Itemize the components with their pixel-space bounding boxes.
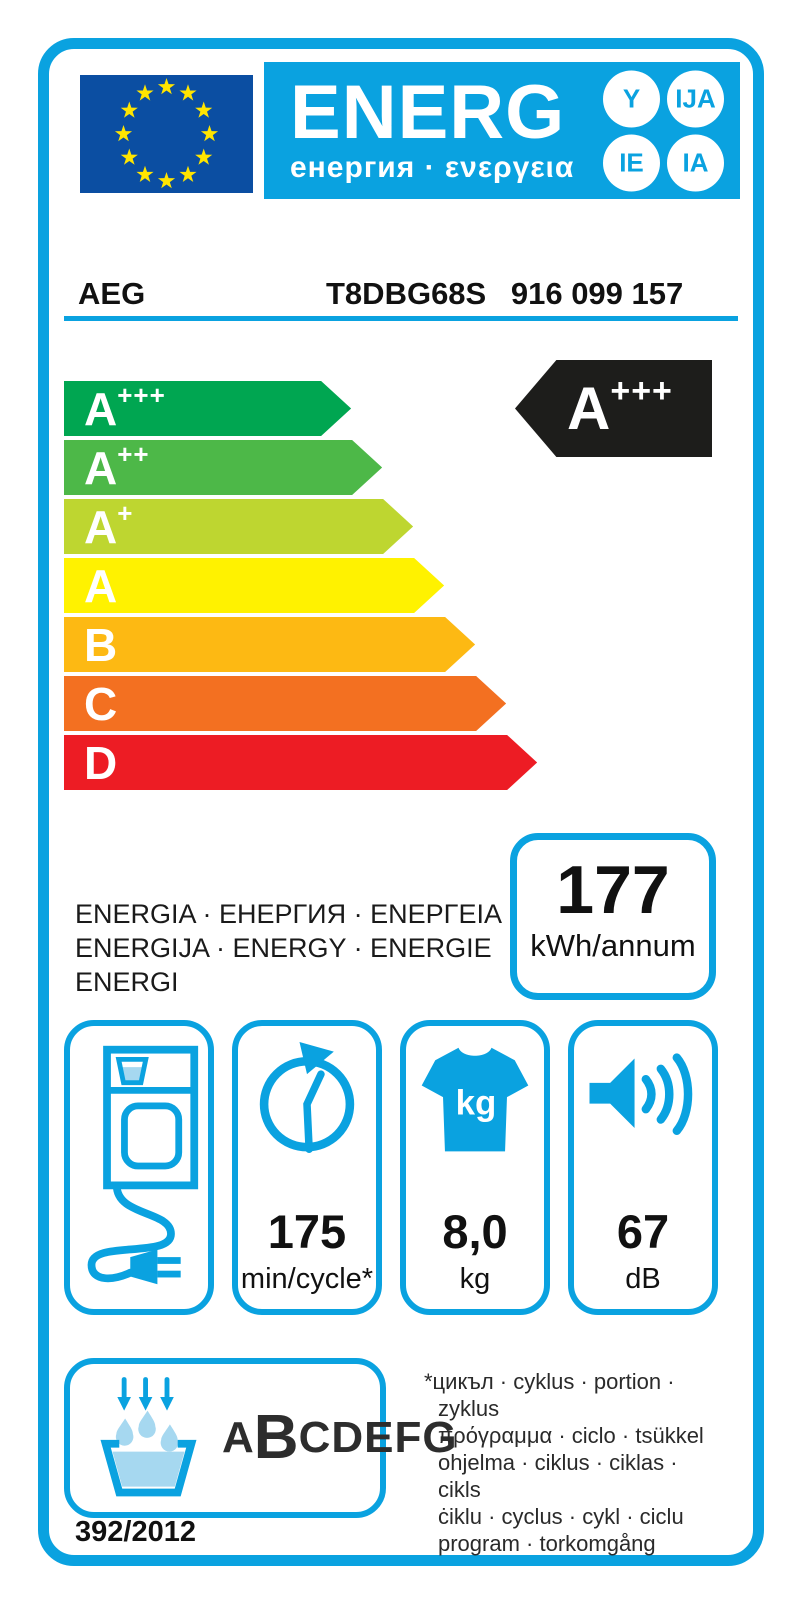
rating-bar-label: B xyxy=(84,618,118,671)
energ-word: ENERG xyxy=(290,69,566,155)
languages-line-3: ENERGI xyxy=(75,967,179,997)
rating-bar-label: A++ xyxy=(84,439,150,494)
rating-bar-C: C xyxy=(64,676,506,731)
suffix-circle-ia: IA xyxy=(667,134,724,191)
capacity-box: kg 8,0 kg xyxy=(400,1020,550,1315)
rating-bar-B: B xyxy=(64,617,475,672)
capacity-value: 8,0 xyxy=(442,1205,508,1258)
tumble-dryer-plug-icon xyxy=(70,1038,208,1298)
eu-flag-icon xyxy=(80,75,253,193)
condensation-class-box: A B CDEFG xyxy=(64,1358,457,1518)
current-rating-letter: A xyxy=(567,374,611,442)
energ-subtitle: енергия · ενεργεια xyxy=(290,150,575,184)
condensation-icon xyxy=(92,1373,204,1504)
suffix-circle-ie: IE xyxy=(603,134,660,191)
language-suffix-circles: Y IJA IE IA xyxy=(603,70,724,191)
noise-speaker-icon xyxy=(574,1042,712,1192)
current-rating-sup: +++ xyxy=(610,371,673,410)
rating-bar-label: C xyxy=(84,677,118,730)
rating-scale: A+++ A++ A+ A B C D xyxy=(64,381,738,790)
rating-bar-A++: A++ xyxy=(64,440,382,495)
footnote-line-3: ohjelma · ciklus · ciklas · cikls xyxy=(438,1450,678,1502)
annual-energy-unit: kWh/annum xyxy=(530,928,696,963)
footnote-line-1: *цикъл · cyklus · portion · zyklus xyxy=(424,1369,675,1421)
brand-underline xyxy=(64,316,738,321)
footnote-line-2: πρόγραμμα · ciclo · tsükkel xyxy=(438,1423,704,1448)
regulation-number: 392/2012 xyxy=(75,1516,196,1548)
current-rating-arrow: A+++ xyxy=(515,360,712,457)
cycle-duration-value: 175 xyxy=(267,1205,347,1258)
cycle-duration-unit: min/cycle* xyxy=(240,1263,374,1295)
cycle-duration-box: 175 min/cycle* xyxy=(232,1020,382,1315)
dryer-type-box xyxy=(64,1020,214,1315)
label-outer-border xyxy=(38,38,764,1566)
suffix-circle-y: Y xyxy=(603,70,660,127)
annual-energy-box: 177 kWh/annum xyxy=(510,833,716,1000)
condensation-letters-prefix: A xyxy=(222,1413,254,1462)
cycle-footnote: *цикъл · cyklus · portion · zyklus πρόγρ… xyxy=(424,1368,724,1557)
rating-bar-A: A xyxy=(64,558,444,613)
rating-bar-label: A+++ xyxy=(84,380,166,435)
rating-bar-label: A xyxy=(84,559,118,612)
capacity-unit: kg xyxy=(459,1263,491,1295)
brand-name: AEG xyxy=(78,276,146,311)
noise-value: 67 xyxy=(616,1205,670,1258)
rating-bar-A+++: A+++ xyxy=(64,381,351,436)
rating-bar-label: D xyxy=(84,736,118,789)
brand-model-row: AEG T8DBG68S 916 099 157 xyxy=(64,276,738,316)
footnote-line-5: program · torkomgång xyxy=(438,1531,656,1556)
capacity-tshirt-icon: kg xyxy=(406,1042,544,1192)
energy-word-languages: ENERGIA · ЕНЕРГИЯ · ENEPΓEIA ENERGIJA · … xyxy=(75,897,502,999)
noise-unit: dB xyxy=(625,1263,661,1295)
product-code: 916 099 157 xyxy=(510,276,684,311)
energ-logo-band: ENERG енергия · ενεργεια Y IJA IE IA xyxy=(264,62,740,199)
condensation-class-letters: A B CDEFG xyxy=(222,1407,458,1469)
tshirt-kg-badge: kg xyxy=(456,1084,497,1123)
suffix-circle-ija: IJA xyxy=(667,70,724,127)
condensation-letters-suffix: CDEFG xyxy=(298,1413,458,1462)
rating-bar-A+: A+ xyxy=(64,499,413,554)
condensation-class-current: B xyxy=(253,1403,299,1472)
cycle-duration-icon xyxy=(238,1042,376,1192)
model-number: T8DBG68S xyxy=(326,276,487,311)
footnote-line-4: ċiklu · cyclus · cykl · ciclu xyxy=(438,1504,684,1529)
rating-bar-D: D xyxy=(64,735,537,790)
noise-box: 67 dB xyxy=(568,1020,718,1315)
annual-energy-value: 177 xyxy=(556,852,670,928)
rating-bar-label: A+ xyxy=(84,498,134,553)
languages-line-2: ENERGIJA · ENERGY · ENERGIE xyxy=(75,933,492,963)
languages-line-1: ENERGIA · ЕНЕРГИЯ · ENEPΓEIA xyxy=(75,899,502,929)
